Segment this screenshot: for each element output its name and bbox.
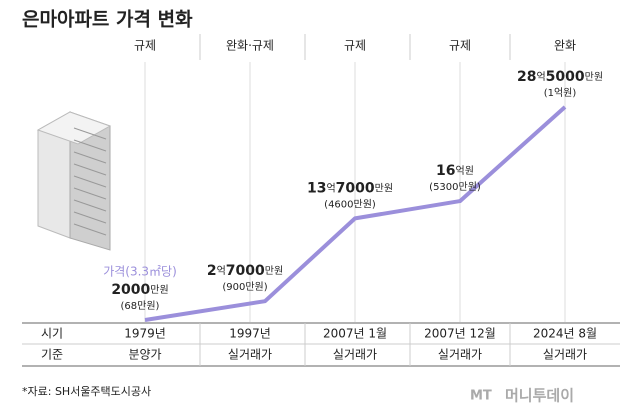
sub-label: (5300만원) [429,181,481,193]
x-tick-label: 1979년 [124,327,166,341]
source: *자료: SH서울주택도시공사 [22,385,151,398]
policy-label: 완화 [554,39,576,53]
sub-label: (1억원) [544,87,577,99]
sub-label: (4600만원) [324,198,376,210]
value-label: 2000만원 [111,282,168,298]
policy-label: 규제 [449,39,471,53]
x-tick-label: 1997년 [229,327,271,341]
value-label: 16억원 [436,163,474,179]
brand: 머니투데이 [505,387,574,405]
x-tick-label: 2007년 1월 [323,327,387,341]
logo: MT [470,389,492,404]
basis-label: 실거래가 [228,348,272,362]
policy-label: 규제 [344,39,366,53]
annotation: 가격(3.3㎡당) [103,265,177,279]
basis-label: 실거래가 [438,348,482,362]
sub-label: (900만원) [222,281,267,293]
x-tick-label: 2007년 12월 [424,327,496,341]
basis-label: 실거래가 [333,348,377,362]
x-tick-label: 2024년 8월 [533,327,597,341]
price-line [144,105,567,322]
value-label: 28억5000만원 [517,69,603,85]
building-icon [36,111,112,251]
row-label: 기준 [41,348,63,362]
value-label: 13억7000만원 [307,180,393,196]
policy-label: 규제 [134,39,156,53]
policy-label: 완화·규제 [226,39,274,53]
chart-title: 은마아파트 가격 변화 [22,9,193,31]
sub-label: (68만원) [121,300,160,312]
basis-label: 실거래가 [543,348,587,362]
value-label: 2억7000만원 [207,263,283,279]
basis-label: 분양가 [128,348,161,362]
row-label: 시기 [41,327,63,341]
